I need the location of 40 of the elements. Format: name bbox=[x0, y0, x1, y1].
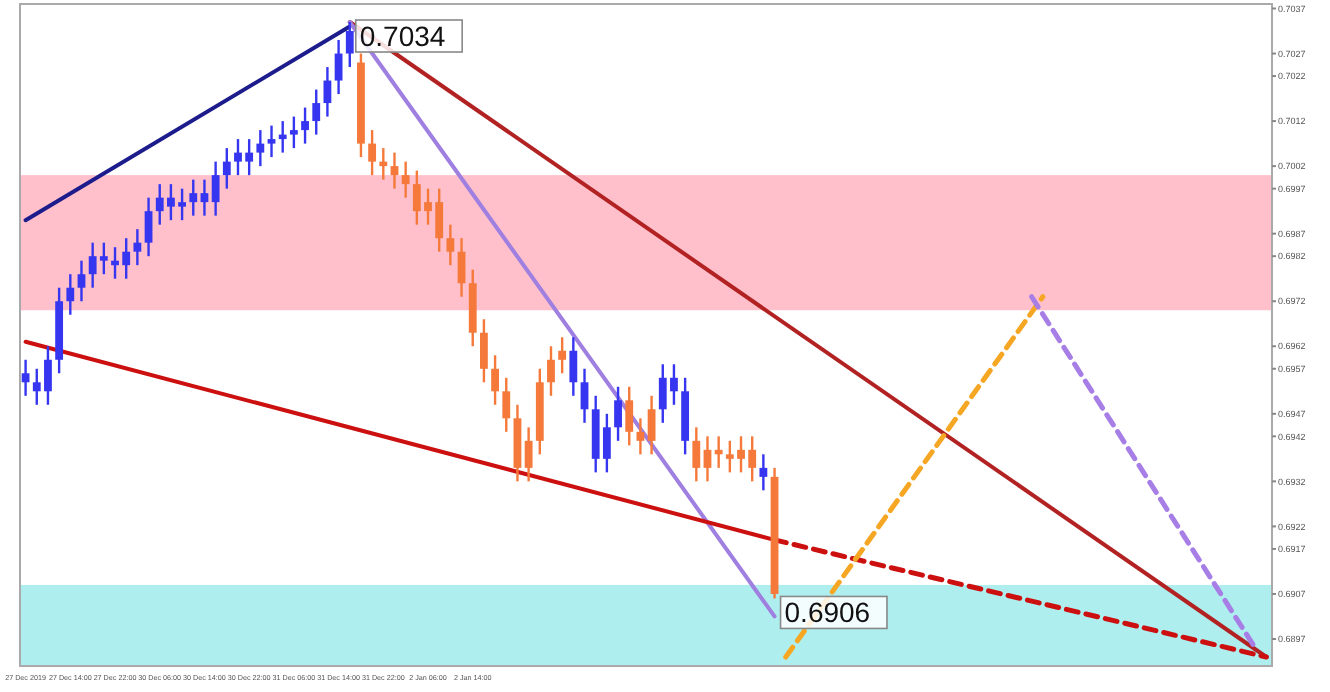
candlestick bbox=[21, 358, 30, 397]
candlestick bbox=[491, 354, 499, 406]
candlestick bbox=[267, 124, 276, 159]
candlestick bbox=[211, 160, 220, 217]
candlestick bbox=[368, 128, 377, 177]
candlestick bbox=[256, 128, 265, 168]
candlestick bbox=[133, 227, 142, 267]
annotation: 0.6906 bbox=[784, 596, 871, 629]
candlestick bbox=[390, 151, 399, 190]
candlestick bbox=[189, 178, 198, 217]
candlestick bbox=[625, 385, 634, 447]
candlestick bbox=[200, 178, 209, 217]
candlestick bbox=[334, 38, 343, 96]
candlestick bbox=[312, 88, 321, 136]
candlestick bbox=[524, 426, 533, 483]
candlestick bbox=[614, 385, 622, 443]
candlestick bbox=[446, 223, 455, 267]
annotation: 0.7034 bbox=[359, 20, 446, 53]
candlestick bbox=[323, 65, 332, 118]
candlestick bbox=[714, 435, 723, 470]
candlestick bbox=[401, 160, 410, 199]
candlestick bbox=[379, 146, 388, 181]
candlestick bbox=[345, 20, 354, 69]
candlestick bbox=[759, 453, 768, 492]
candlestick bbox=[647, 394, 656, 456]
candlestick bbox=[144, 196, 153, 258]
candlestick bbox=[502, 376, 511, 434]
candlestick bbox=[480, 318, 488, 384]
candlestick bbox=[692, 426, 701, 483]
candlestick bbox=[66, 273, 75, 316]
candlestick bbox=[77, 259, 86, 303]
candlestick bbox=[222, 146, 231, 190]
candlestick bbox=[636, 417, 645, 456]
candlestick bbox=[301, 106, 309, 145]
candlestick bbox=[580, 367, 589, 425]
candlestick bbox=[558, 336, 567, 375]
candlestick bbox=[547, 345, 555, 397]
candlestick bbox=[278, 119, 287, 154]
candlestick bbox=[569, 336, 578, 397]
candlestick bbox=[289, 115, 298, 150]
